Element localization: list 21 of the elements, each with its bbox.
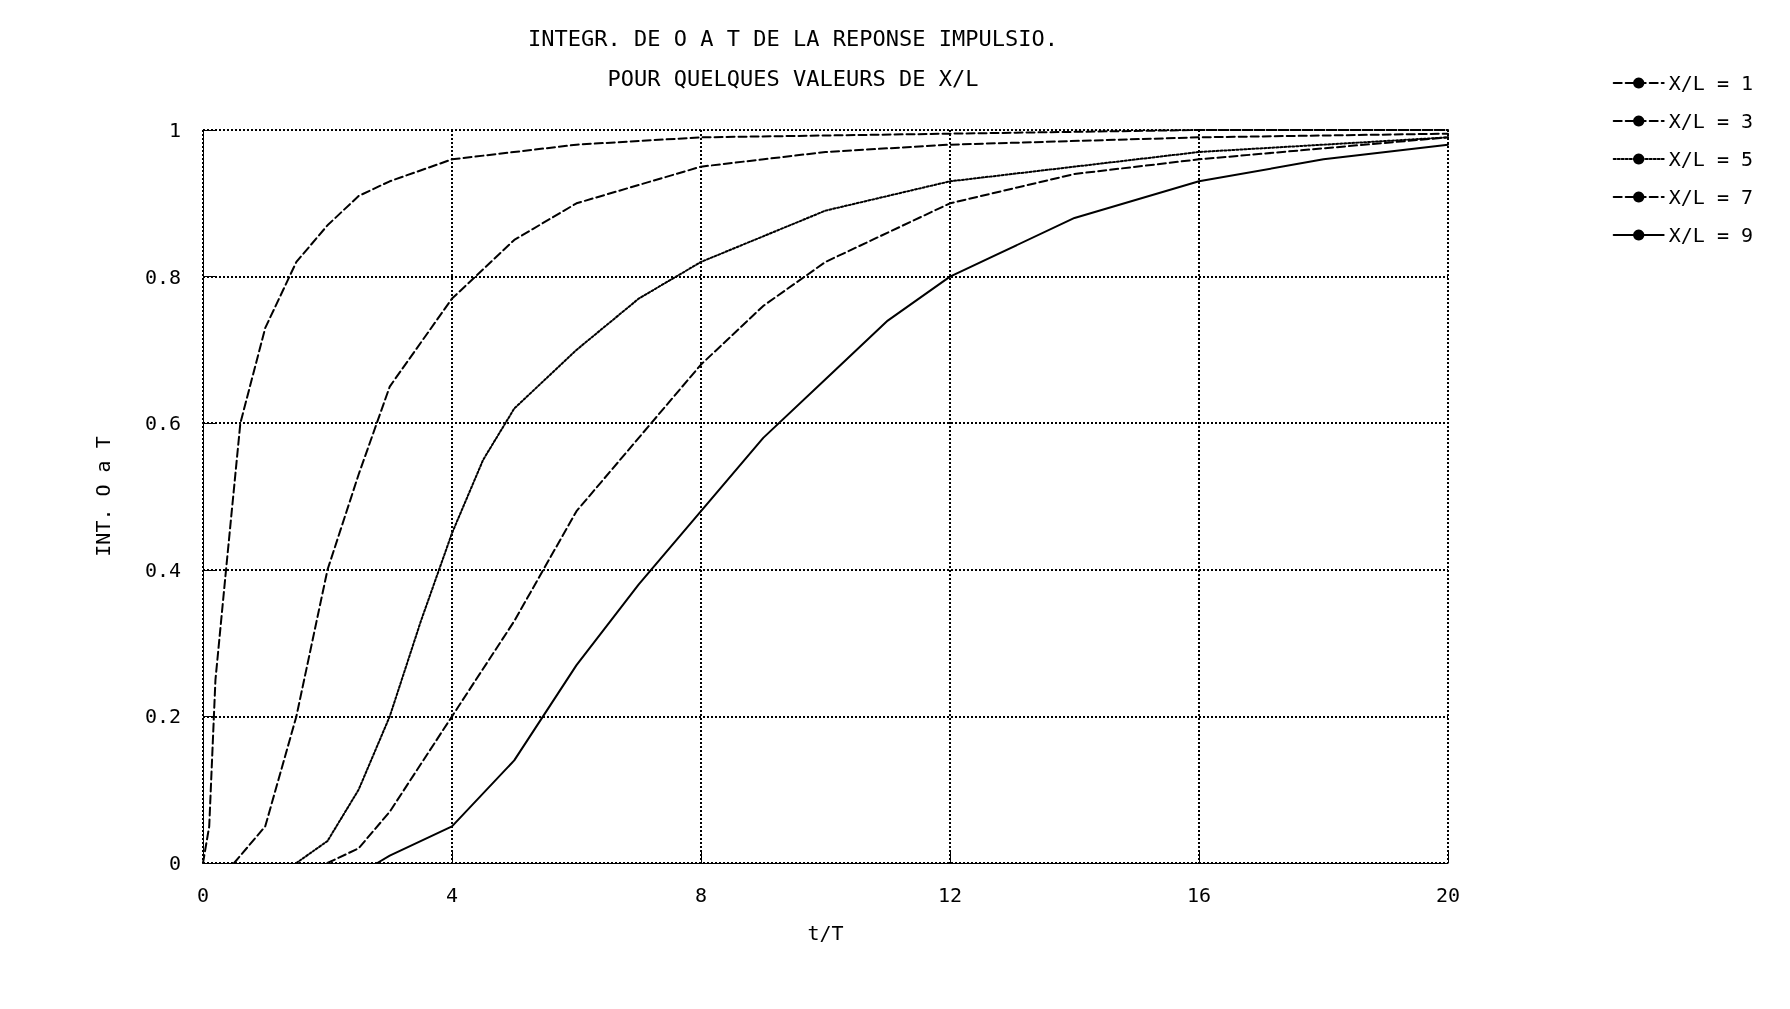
y-tick-label: 0.6	[144, 411, 181, 436]
x-tick-label: 12	[937, 883, 963, 907]
legend-label: X/L = 7	[1668, 185, 1754, 209]
x-tick-label: 4	[445, 883, 459, 907]
y-tick-label: 0.8	[144, 264, 181, 289]
chart-subtitle: POUR QUELQUES VALEURS DE X/L	[607, 65, 979, 91]
legend-label: X/L = 1	[1668, 71, 1754, 95]
y-axis-title: INT. O a T	[91, 436, 115, 557]
x-axis-title: t/T	[807, 921, 844, 945]
legend-label: X/L = 3	[1668, 109, 1754, 133]
y-tick-label: 0	[168, 851, 181, 875]
chart-title: INTEGR. DE O A T DE LA REPONSE IMPULSIO.	[528, 25, 1058, 51]
legend-label: X/L = 9	[1668, 223, 1754, 247]
y-tick-label: 1	[168, 118, 181, 142]
legend-label: X/L = 5	[1668, 147, 1754, 171]
x-tick-label: 16	[1186, 883, 1212, 907]
x-tick-label: 20	[1435, 883, 1461, 907]
x-tick-label: 0	[196, 883, 210, 907]
x-tick-label: 8	[694, 883, 708, 907]
y-tick-label: 0.2	[144, 704, 181, 729]
y-tick-label: 0.4	[144, 557, 181, 582]
